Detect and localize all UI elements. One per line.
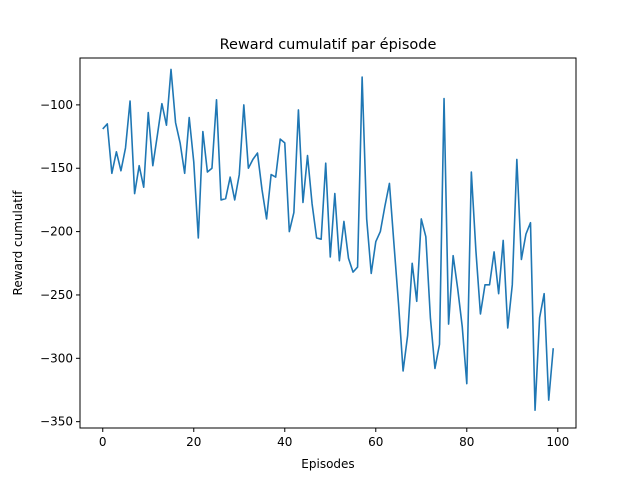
y-axis-label: Reward cumulatif [11, 190, 25, 296]
axis-ticks: 0 20 40 60 80 100 −350 −300 −250 −200 −150 −100 [40, 98, 569, 449]
x-tick-label: 40 [277, 435, 292, 449]
y-tick-label: −300 [40, 351, 73, 365]
y-tick-label: −200 [40, 225, 73, 239]
x-tick-label: 100 [546, 435, 569, 449]
series-line-0 [102, 68, 555, 412]
x-tick-label: 60 [368, 435, 383, 449]
x-tick-label: 0 [99, 435, 107, 449]
y-tick-label: −250 [40, 288, 73, 302]
x-axis-label: Episodes [301, 457, 354, 471]
y-tick-label: −100 [40, 98, 73, 112]
chart-title: Reward cumulatif par épisode [220, 37, 437, 53]
x-tick-label: 80 [459, 435, 474, 449]
plot-area [102, 68, 555, 412]
y-tick-label: −150 [40, 161, 73, 175]
y-tick-label: −350 [40, 415, 73, 429]
axes-frame [79, 57, 577, 429]
x-tick-label: 20 [186, 435, 201, 449]
